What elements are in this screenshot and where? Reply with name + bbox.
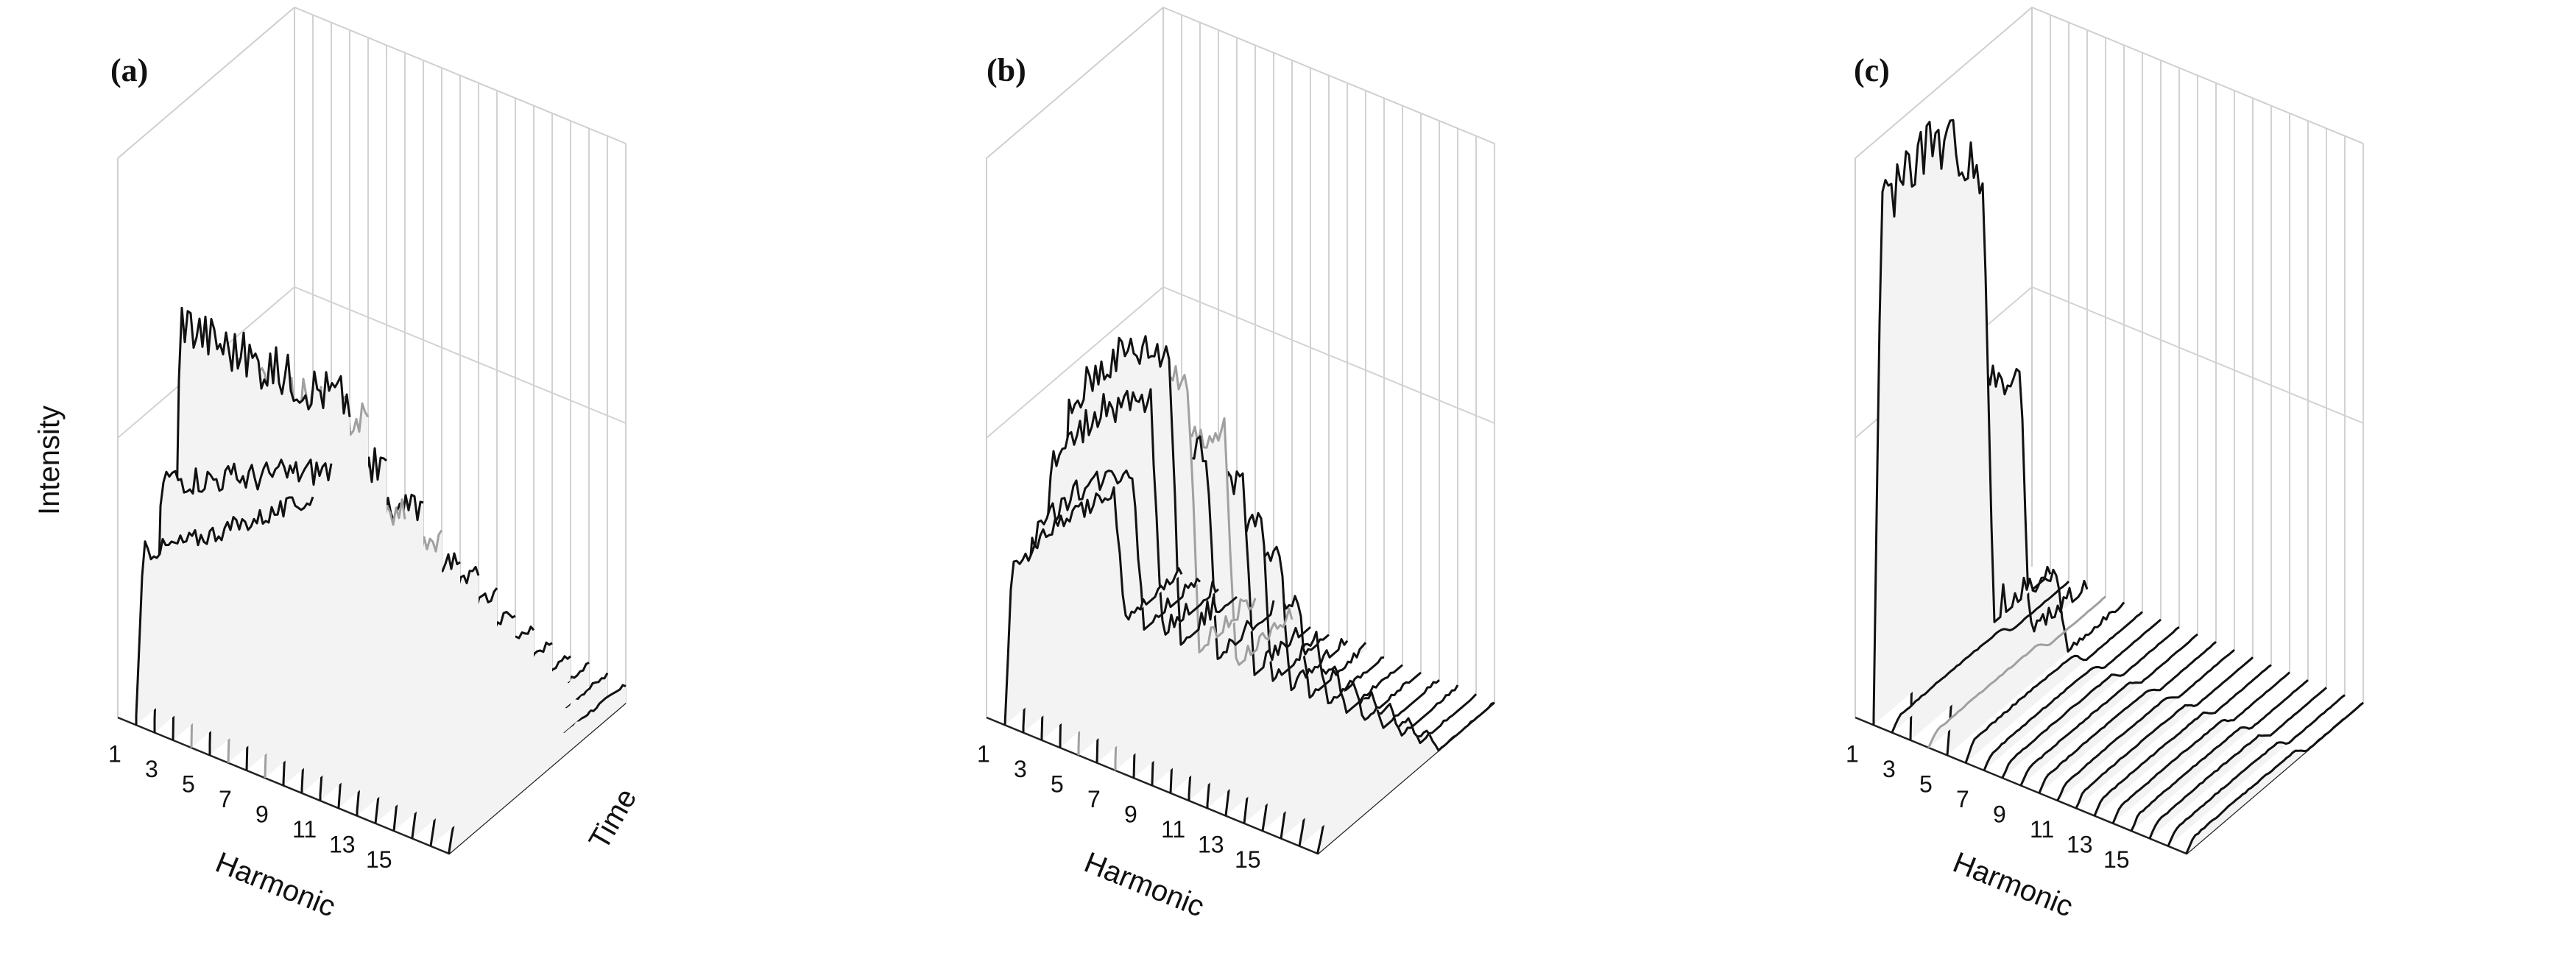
series-fill-h15: [2131, 680, 2308, 832]
series-fill-h16: [1281, 685, 1458, 839]
series-line-h16: [2148, 687, 2327, 839]
y-axis-label: Intensity: [33, 405, 66, 515]
series-line-h15: [2130, 679, 2309, 832]
series-fill-h18: [449, 685, 626, 854]
x-tick-label: 11: [1161, 816, 1185, 843]
series-fill-h15: [1263, 680, 1439, 832]
series-line-h9: [2019, 633, 2198, 787]
series-fill-h15: [394, 656, 571, 832]
x-tick-label: 3: [1882, 756, 1896, 782]
x-tick-label: 13: [329, 832, 356, 858]
series-fill-h1: [1005, 487, 1182, 726]
series-fill-h17: [1299, 694, 1476, 846]
x-tick-label: 5: [1919, 770, 1933, 797]
series-line-h2: [153, 458, 333, 733]
series-line-h12: [2075, 656, 2254, 809]
series-fill-h4: [1929, 596, 2106, 748]
series-line-h17: [2167, 694, 2346, 847]
series-line-h4: [1927, 595, 2106, 748]
x-tick-label: 1: [977, 740, 990, 767]
series-line-h7: [1983, 618, 2162, 771]
x-tick-label: 1: [108, 740, 121, 767]
series-fill-h1: [1874, 120, 2050, 726]
x-tick-label: 7: [1956, 786, 1969, 812]
series-fill-h14: [375, 642, 552, 823]
panel-label: (a): [110, 52, 148, 88]
x-tick-label: 5: [182, 770, 195, 797]
x-tick-label: 9: [1124, 801, 1137, 828]
series-line-h6: [1964, 611, 2144, 764]
series-line-h2: [1022, 470, 1201, 733]
x-axis-label: Harmonic: [1949, 846, 2078, 924]
series-line-h3: [172, 306, 351, 740]
series-line-h1: [1003, 486, 1183, 726]
x-tick-label: 15: [1235, 846, 1261, 873]
series-line-h18: [2185, 701, 2364, 854]
panel-label: (c): [1854, 52, 1890, 88]
x-tick-label: 15: [2103, 846, 2130, 873]
series-fill-h16: [412, 662, 589, 839]
x-tick-label: 9: [1993, 801, 2006, 828]
series-group: [1003, 335, 1495, 854]
x-tick-label: 3: [1014, 756, 1027, 782]
series-line-h10: [2038, 641, 2217, 794]
x-tick-label: 9: [255, 801, 269, 828]
series-fill-h14: [1244, 672, 1421, 823]
series-fill-h17: [2168, 695, 2345, 846]
z-axis-label: Time: [583, 783, 643, 855]
x-tick-label: 3: [145, 756, 158, 782]
series-line-h14: [2111, 671, 2291, 824]
series-fill-h1: [136, 497, 313, 726]
series-line-h2: [1891, 581, 2070, 734]
series-line-h11: [2056, 648, 2235, 801]
x-axis-label: Harmonic: [1080, 846, 1209, 924]
series-line-h1: [135, 496, 314, 726]
x-tick-label: 15: [366, 846, 392, 873]
panel-label: (b): [987, 52, 1026, 88]
series-line-h3: [1040, 388, 1219, 740]
x-tick-label: 11: [292, 816, 317, 843]
series-fill-h17: [431, 673, 607, 846]
series-line-h8: [2001, 626, 2180, 779]
series-fill-h9: [2021, 634, 2198, 786]
x-tick-label: 1: [1846, 740, 1859, 767]
series-group: [135, 306, 627, 854]
x-axis-label: Harmonic: [211, 846, 340, 924]
x-tick-label: 5: [1051, 770, 1064, 797]
x-tick-label: 13: [2067, 832, 2093, 858]
gridline-horizontal: [986, 286, 1495, 439]
x-tick-label: 11: [2030, 816, 2054, 843]
series-line-h13: [2093, 664, 2272, 817]
series-fill-h5: [1947, 570, 2124, 756]
x-tick-label: 13: [1198, 832, 1224, 858]
series-line-h1: [1872, 118, 2052, 726]
x-tick-label: 7: [1087, 786, 1101, 812]
x-tick-label: 7: [219, 786, 232, 812]
series-group: [1872, 118, 2364, 854]
series-fill-h10: [2039, 642, 2216, 793]
series-line-h4: [1059, 335, 1238, 748]
